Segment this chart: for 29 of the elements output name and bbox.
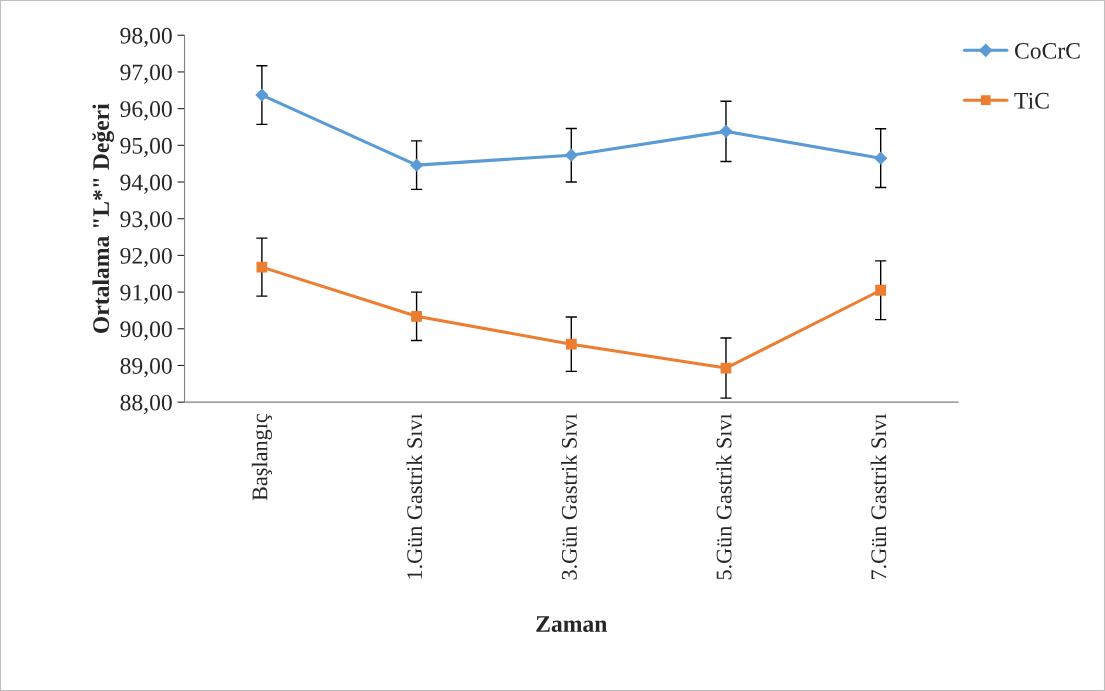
y-tick-label: 94,00 bbox=[120, 174, 172, 194]
point bbox=[874, 151, 888, 165]
point bbox=[255, 88, 269, 102]
y-tick-label: 92,00 bbox=[120, 247, 172, 268]
y-tick-label: 98,00 bbox=[120, 27, 172, 48]
y-tick-label: 97,00 bbox=[120, 64, 172, 84]
legend-label: TiC bbox=[1014, 92, 1049, 109]
x-tick-label: 3.Gün Gastrik Sıvı bbox=[561, 413, 577, 580]
y-tick-label: 93,00 bbox=[120, 211, 172, 231]
point bbox=[565, 338, 577, 350]
legend-label: CoCrC bbox=[1015, 42, 1080, 59]
x-tick-label: Başlangıç bbox=[251, 413, 272, 501]
y-tick-label: 89,00 bbox=[120, 357, 172, 378]
point bbox=[256, 261, 268, 273]
y-tick-label: 95,00 bbox=[120, 137, 172, 158]
x-tick-label: 1.Gün Gastrik Sıvı bbox=[406, 413, 423, 579]
y-axis-title: Ortalama "L*" Değeri bbox=[92, 103, 115, 333]
x-tick-label: 5.Gün Gastrik Sıvı bbox=[715, 413, 732, 580]
point bbox=[564, 148, 578, 162]
point bbox=[875, 284, 887, 296]
y-tick-label: 88,00 bbox=[120, 394, 172, 414]
x-tick-label: 7.Gün Gastrik Sıvı bbox=[870, 413, 887, 580]
y-tick-label: 96,00 bbox=[120, 101, 172, 121]
point bbox=[411, 310, 422, 322]
point bbox=[719, 124, 733, 138]
point bbox=[410, 158, 423, 172]
y-tick-label: 90,00 bbox=[120, 321, 172, 341]
y-tick-label: 91,00 bbox=[120, 284, 172, 304]
x-axis-title: Zaman bbox=[536, 616, 608, 632]
